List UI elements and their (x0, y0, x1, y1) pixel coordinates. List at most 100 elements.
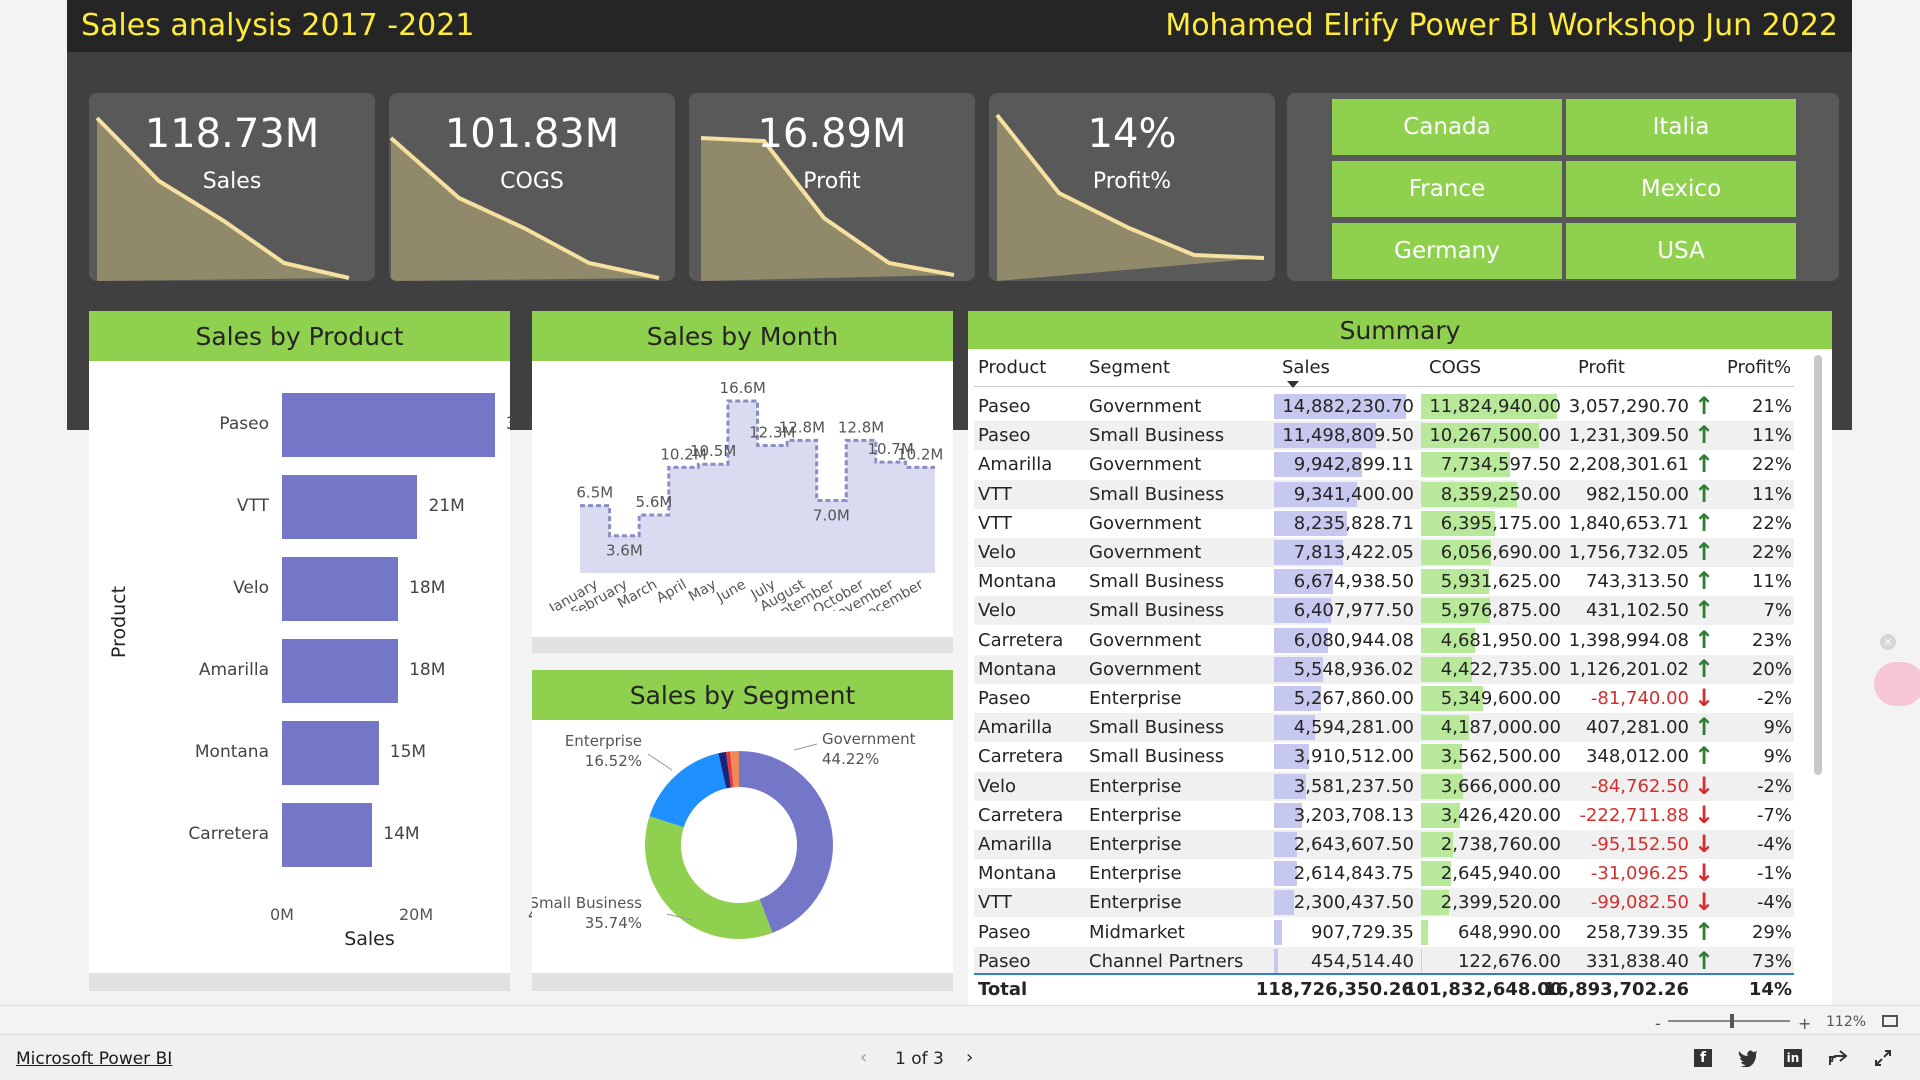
bar-category-label: Montana (194, 742, 269, 762)
bar-category-label: VTT (236, 496, 269, 516)
table-row[interactable]: Paseo Enterprise 5,267,860.00 5,349,600.00 -… (974, 684, 1794, 713)
sales-data-bar (1274, 948, 1278, 974)
donut-slice[interactable] (645, 816, 773, 939)
sales-data-bar (1274, 744, 1309, 770)
donut-slice[interactable] (739, 751, 833, 933)
sales-data-bar (1274, 481, 1357, 507)
cell-sales: 454,514.40 (1310, 950, 1414, 972)
table-row[interactable]: VTT Government 8,235,828.71 6,395,175.00 1,8… (974, 508, 1794, 538)
cell-profit-pct: -1% (1756, 863, 1792, 885)
zoom-in-button[interactable]: + (1798, 1014, 1812, 1033)
zoom-slider[interactable] (1668, 1020, 1790, 1022)
column-header[interactable]: COGS (1429, 357, 1482, 378)
bar[interactable] (282, 639, 399, 703)
cell-product: Paseo (978, 396, 1031, 417)
kpi-card-profit-pct[interactable]: 14% Profit% (989, 93, 1275, 281)
next-page-button[interactable]: › (966, 1047, 974, 1068)
bar[interactable] (282, 721, 379, 785)
fit-to-page-icon[interactable] (1882, 1015, 1898, 1027)
kpi-card-cogs[interactable]: 101.83M COGS (389, 93, 675, 281)
cell-sales: 2,643,607.50 (1293, 834, 1414, 855)
table-row[interactable]: Carretera Enterprise 3,203,708.13 3,426,420… (974, 800, 1794, 830)
cell-cogs: 122,676.00 (1457, 950, 1561, 972)
table-row[interactable]: Paseo Midmarket 907,729.35 648,990.00 258,73… (974, 917, 1794, 947)
donut-slice[interactable] (730, 751, 739, 788)
bar[interactable] (282, 393, 495, 457)
table-row[interactable]: Carretera Government 6,080,944.08 4,681,950… (974, 625, 1794, 655)
table-row[interactable]: Paseo Small Business 11,498,809.50 10,267,5… (974, 421, 1794, 451)
table-scrollbar[interactable] (1814, 355, 1822, 775)
cell-cogs: 10,267,500.00 (1429, 425, 1561, 447)
table-row[interactable]: Amarilla Government 9,942,899.11 7,734,597.… (974, 450, 1794, 480)
sort-desc-icon[interactable] (1287, 381, 1299, 388)
donut-slice[interactable] (718, 751, 731, 789)
table-row[interactable]: Paseo Government 14,882,230.70 11,824,940.0… (974, 392, 1794, 421)
arrow-up-icon: ↑ (1694, 479, 1715, 508)
country-button-usa[interactable]: USA (1566, 223, 1796, 279)
donut-slice[interactable] (649, 753, 727, 828)
cell-profit-pct: 22% (1751, 454, 1792, 476)
facebook-icon[interactable]: f (1694, 1049, 1712, 1067)
table-row[interactable]: Velo Enterprise 3,581,237.50 3,666,000.00 -8… (974, 771, 1794, 801)
fullscreen-icon[interactable] (1874, 1049, 1892, 1067)
bar-category-label: Amarilla (198, 660, 269, 680)
bar[interactable] (282, 557, 399, 621)
donut-leader-line (793, 743, 818, 751)
bar[interactable] (282, 803, 373, 867)
cell-profit-pct: 73% (1751, 950, 1792, 972)
table-row[interactable]: Velo Small Business 6,407,977.50 5,976,875.… (974, 596, 1794, 626)
share-icon[interactable] (1828, 1049, 1848, 1067)
donut-slice[interactable] (725, 751, 734, 788)
report-title: Sales analysis 2017 -2021 (81, 8, 475, 43)
donut-slice-name: Small Business (532, 894, 642, 912)
bar-value-label: 18M (409, 578, 446, 598)
translate-icon[interactable] (1874, 662, 1920, 706)
donut-slice-percent: 44.22% (822, 750, 879, 768)
country-button-mexico[interactable]: Mexico (1566, 161, 1796, 217)
bar-category-label: Paseo (219, 414, 269, 434)
cell-sales: 9,942,899.11 (1293, 454, 1414, 476)
sales-by-product-panel: Sales by Product Paseo 33M VTT 21M Velo 18M Am… (89, 311, 562, 991)
country-button-france[interactable]: France (1332, 161, 1562, 217)
column-header[interactable]: Sales (1282, 357, 1330, 378)
table-row[interactable]: VTT Small Business 9,341,400.00 8,359,250.0… (974, 479, 1794, 509)
table-row[interactable]: Velo Government 7,813,422.05 6,056,690.00 1,… (974, 538, 1794, 567)
cell-profit: -95,152.50 (1590, 834, 1689, 855)
table-row[interactable]: Carretera Small Business 3,910,512.00 3,562… (974, 742, 1794, 772)
country-button-canada[interactable]: Canada (1332, 99, 1562, 155)
table-row[interactable]: Montana Small Business 6,674,938.50 5,931,6… (974, 567, 1794, 597)
cell-sales: 2,300,437.50 (1293, 892, 1414, 914)
country-button-italia[interactable]: Italia (1566, 99, 1796, 155)
table-row[interactable]: Paseo Channel Partners 454,514.40 122,676.0… (974, 946, 1794, 976)
table-row[interactable]: Amarilla Small Business 4,594,281.00 4,187,… (974, 713, 1794, 743)
table-row[interactable]: Montana Government 5,548,936.02 4,422,735.0… (974, 654, 1794, 684)
cell-profit-pct: -2% (1756, 688, 1792, 709)
cogs-data-bar (1421, 510, 1495, 536)
column-header[interactable]: Profit (1578, 357, 1625, 378)
bar[interactable] (282, 475, 418, 539)
linkedin-icon[interactable]: in (1784, 1049, 1802, 1067)
cogs-data-bar (1421, 890, 1449, 916)
kpi-card-sales[interactable]: 118.73M Sales (89, 93, 375, 281)
table-row[interactable]: VTT Enterprise 2,300,437.50 2,399,520.00 -99… (974, 888, 1794, 918)
twitter-icon[interactable] (1738, 1049, 1758, 1067)
cogs-data-bar (1421, 423, 1540, 449)
table-row[interactable]: Montana Enterprise 2,614,843.75 2,645,940.0… (974, 859, 1794, 889)
column-header[interactable]: Product (978, 357, 1047, 378)
column-header[interactable]: Profit% (1727, 357, 1792, 378)
cell-sales: 3,203,708.13 (1293, 804, 1414, 826)
zoom-out-button[interactable]: - (1655, 1014, 1661, 1033)
country-button-germany[interactable]: Germany (1332, 223, 1562, 279)
table-row[interactable]: Amarilla Enterprise 2,643,607.50 2,738,760.… (974, 830, 1794, 859)
prev-page-button[interactable]: ‹ (860, 1047, 868, 1068)
cell-sales: 6,674,938.50 (1293, 571, 1414, 593)
zoom-level: 112% (1826, 1014, 1867, 1030)
cell-segment: Small Business (1089, 600, 1225, 622)
zoom-slider-thumb[interactable] (1730, 1014, 1734, 1028)
close-icon[interactable]: × (1880, 634, 1896, 650)
column-header[interactable]: Segment (1089, 357, 1170, 378)
kpi-card-profit[interactable]: 16.89M Profit (689, 93, 975, 281)
cell-profit: 1,231,309.50 (1568, 425, 1689, 447)
power-bi-link[interactable]: Microsoft Power BI (16, 1049, 173, 1069)
x-axis-label: Sales (344, 928, 395, 950)
